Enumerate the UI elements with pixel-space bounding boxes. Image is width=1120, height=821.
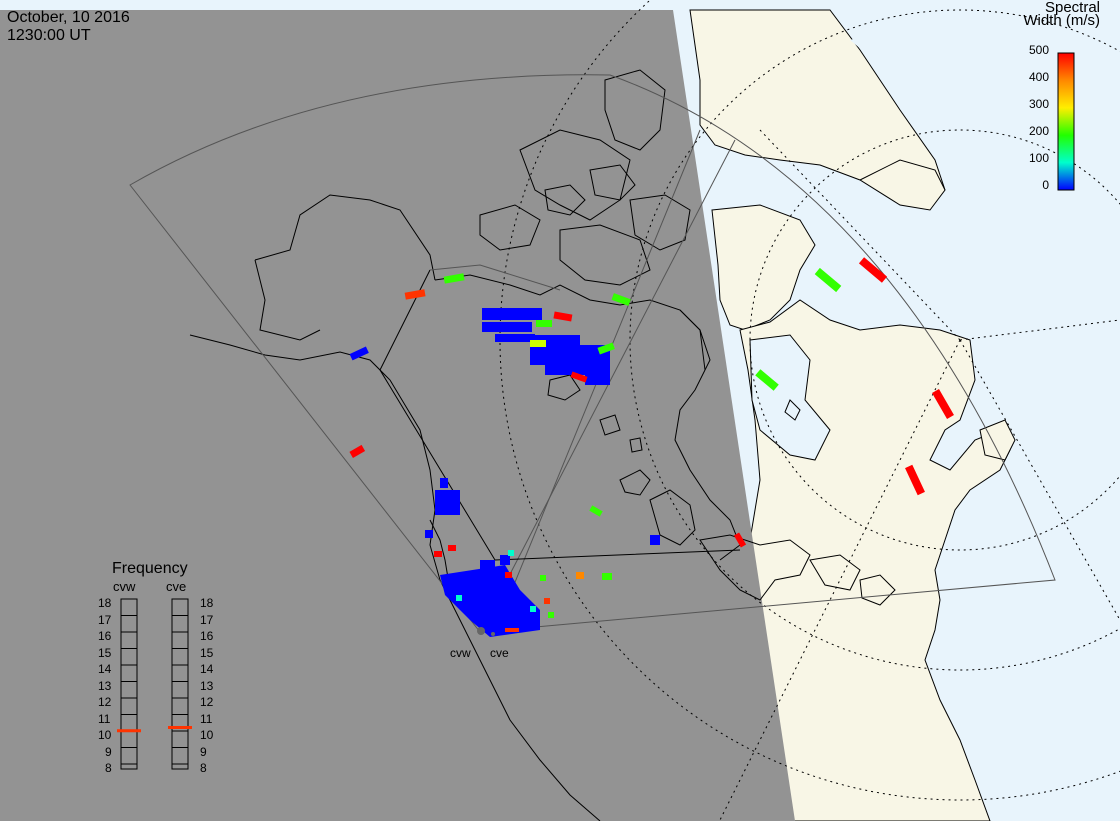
night-region xyxy=(0,10,795,821)
frequency-tick-right: 18 xyxy=(200,596,214,610)
colorbar-tick: 0 xyxy=(1042,178,1049,192)
frequency-tick-right: 15 xyxy=(200,645,214,660)
colorbar-tick: 400 xyxy=(1028,70,1049,84)
frequency-tick-right: 14 xyxy=(200,662,214,676)
frequency-tick-left: 17 xyxy=(98,612,112,627)
radar-label-cvw: cvw xyxy=(450,646,471,660)
frequency-tick-right: 12 xyxy=(200,695,214,709)
frequency-tick-left: 8 xyxy=(105,761,112,775)
colorbar-tick: 200 xyxy=(1028,124,1049,138)
frequency-tick-right: 16 xyxy=(200,629,214,643)
frequency-tick-right: 8 xyxy=(200,761,207,775)
date-label: October, 10 2016 xyxy=(7,9,130,26)
frequency-tick-right: 9 xyxy=(200,744,207,759)
colorbar-tick: 500 xyxy=(1028,43,1049,57)
lat-grid xyxy=(499,0,1120,801)
frequency-tick-left: 9 xyxy=(105,744,112,759)
time-label: 1230:00 UT xyxy=(7,27,91,44)
frequency-tick-right: 13 xyxy=(200,678,214,693)
coastlines-night xyxy=(189,69,811,821)
frequency-tick-left: 15 xyxy=(98,645,112,660)
frequency-tick-left: 11 xyxy=(98,711,111,726)
colorbar-tick: 300 xyxy=(1028,97,1049,111)
lon-grid xyxy=(719,129,1120,821)
colorbar-title-line1: Spectral xyxy=(1044,0,1100,16)
frequency-tick-left: 18 xyxy=(98,596,112,610)
hudson-bay-day xyxy=(749,334,831,461)
coastlines-day xyxy=(784,159,946,606)
frequency-tick-left: 16 xyxy=(98,629,112,643)
day-land xyxy=(689,9,1016,821)
colorbar-scale xyxy=(1057,52,1075,191)
radar-site-cve xyxy=(491,632,495,636)
radar-label-cve: cve xyxy=(490,646,509,660)
radar-site-cvw xyxy=(477,627,485,635)
frequency-radar-cve: cve xyxy=(166,579,187,594)
frequency-radar-cvw: cvw xyxy=(113,579,136,594)
frequency-tick-left: 14 xyxy=(98,662,112,676)
frequency-title: Frequency xyxy=(112,560,188,577)
frequency-tick-right: 11 xyxy=(200,711,213,726)
frequency-tick-left: 13 xyxy=(98,678,112,693)
colorbar-title-line2: Width (m/s) xyxy=(1023,12,1100,29)
backscatter-colored xyxy=(349,257,954,632)
colorbar-tick: 100 xyxy=(1028,151,1049,165)
backscatter-blue xyxy=(349,308,660,637)
frequency-tick-right: 10 xyxy=(200,728,214,742)
frequency-tick-left: 12 xyxy=(98,695,112,709)
frequency-tick-left: 10 xyxy=(98,728,112,742)
frequency-tick-right: 17 xyxy=(200,612,214,627)
